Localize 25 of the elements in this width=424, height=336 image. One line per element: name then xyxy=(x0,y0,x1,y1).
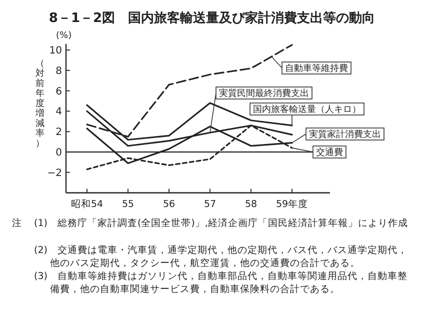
x-tick-label: 昭和54 xyxy=(70,198,104,210)
text: 注 xyxy=(12,217,22,230)
y-tick-label: 0 xyxy=(56,148,62,158)
y-tick-label: 8 xyxy=(56,66,62,77)
x-tick-label: 55 xyxy=(122,198,134,210)
x-tick-label: 56 xyxy=(162,198,176,210)
text: (%) xyxy=(56,30,72,41)
x-tick-label: 57 xyxy=(204,198,216,210)
y-tick-label: −2 xyxy=(47,168,62,179)
y-tick-label: 2 xyxy=(56,127,62,138)
text: (2) 交通費は電車・汽車賃，通学定期代，他の定期代，バス代，バス通学定期代，他のバス定期代，タクシー代，航空運賃，他の交通費の合計である。 xyxy=(34,244,408,270)
text: 実質民間最終消費支出 xyxy=(219,88,309,99)
y-tick-label: 10 xyxy=(49,46,62,56)
text: 交通費 xyxy=(316,147,343,158)
text: (3) 自動車等維持費はガソリン代，自動車部品代，自動車等関連用品代，自動車整備費，他の自動車関連サービス費，自動車保険料の合計である。 xyxy=(34,270,408,296)
y-tick-label: 6 xyxy=(56,86,62,98)
text: (1) 総務庁「家計調査(全国全世帯)」,経済企画庁「国民経済計算年報」により作成 xyxy=(34,217,409,230)
text: （対前年度増減率） xyxy=(36,59,44,149)
x-tick-label: 58 xyxy=(244,198,258,210)
chart-title: 8－1－2図 国内旅客輸送量及び家計消費支出等の動向 xyxy=(48,10,376,26)
series-label: 国内旅客輸送量（人キロ） xyxy=(253,104,361,115)
series-label: 実質家計消費支出 xyxy=(309,129,381,140)
y-tick-label: 4 xyxy=(56,106,62,118)
series-label: 自動車等維持費 xyxy=(285,63,348,74)
x-tick-label: 59年度 xyxy=(276,198,308,210)
